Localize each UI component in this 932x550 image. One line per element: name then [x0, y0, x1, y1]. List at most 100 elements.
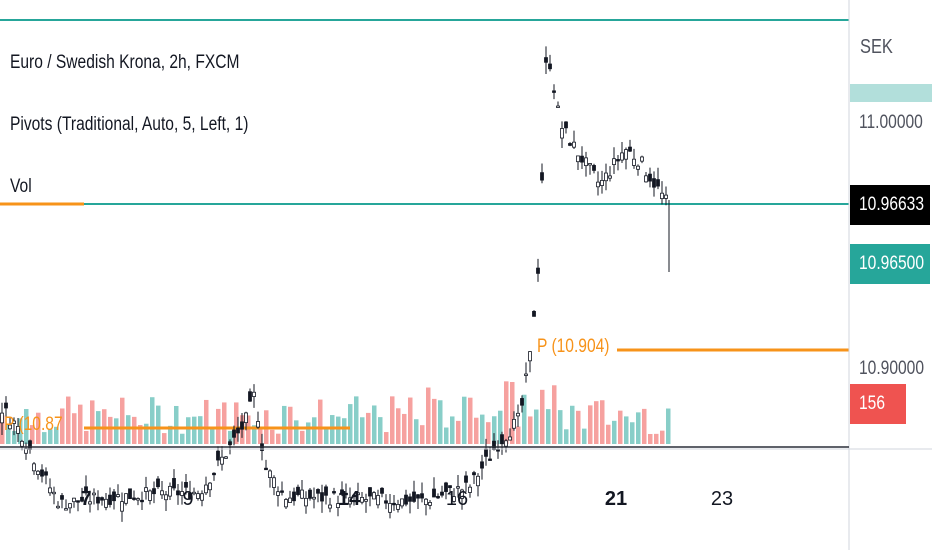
candle	[24, 442, 28, 460]
candle	[244, 411, 248, 431]
candle	[88, 490, 92, 513]
candle	[504, 438, 508, 453]
candle	[32, 462, 36, 475]
candle	[544, 46, 548, 75]
candle	[40, 464, 44, 483]
volume-bar	[408, 397, 413, 444]
volume-bar	[426, 387, 431, 444]
volume-bar	[114, 418, 119, 444]
candle	[396, 499, 400, 513]
volume-bar	[594, 401, 599, 444]
volume-bar	[48, 429, 53, 444]
volume-bar	[174, 405, 179, 444]
volume-bar	[24, 409, 29, 444]
volume-bar	[660, 430, 665, 444]
x-tick-label: 16	[445, 488, 469, 510]
candle	[508, 428, 512, 441]
candle	[404, 489, 408, 507]
candle	[300, 479, 304, 500]
candle	[336, 495, 340, 517]
candle	[572, 130, 576, 150]
volume-bar	[144, 423, 149, 444]
candle	[552, 84, 556, 100]
candle	[184, 474, 188, 495]
candle	[48, 478, 52, 496]
volume-bar	[192, 416, 197, 444]
volume-bar	[486, 422, 491, 444]
candle	[320, 484, 324, 513]
candle	[420, 482, 424, 503]
candle	[68, 503, 72, 514]
candle	[524, 362, 528, 383]
volume-bar	[666, 408, 671, 444]
candle	[112, 488, 116, 510]
candle	[636, 164, 640, 176]
volume-bar	[420, 425, 425, 444]
candle	[588, 163, 592, 175]
volume-bar	[168, 425, 173, 444]
volume-bar	[564, 429, 569, 444]
volume-bar	[468, 397, 473, 444]
pivots-indicator-label[interactable]: Pivots (Traditional, Auto, 5, Left, 1)	[10, 114, 249, 135]
candle	[248, 388, 252, 402]
volume-bar	[504, 381, 509, 444]
volume-bar	[480, 414, 485, 444]
volume-bar	[42, 432, 47, 444]
candle	[448, 485, 452, 496]
candle	[664, 186, 668, 206]
volume-bar	[516, 426, 521, 444]
volume-bar	[378, 417, 383, 444]
candle	[240, 412, 244, 438]
volume-bar	[324, 429, 329, 444]
candles	[0, 46, 670, 522]
volume-bar	[126, 415, 131, 444]
volume-bar	[216, 408, 221, 444]
candle	[236, 416, 240, 442]
candle	[52, 486, 56, 505]
last-price-value: 10.96633	[859, 194, 924, 215]
symbol-title[interactable]: Euro / Swedish Krona, 2h, FXCM	[10, 52, 240, 73]
candle	[608, 166, 612, 182]
candle	[352, 493, 356, 506]
volume-bar	[636, 412, 641, 444]
candle	[340, 481, 344, 497]
x-tick-label: 14	[337, 488, 361, 510]
volume-bar	[306, 422, 311, 444]
volume-bar	[300, 430, 305, 444]
candle	[44, 467, 48, 485]
volume-bar	[198, 416, 203, 444]
candle	[376, 489, 380, 509]
candle	[100, 496, 104, 506]
x-tick-label: 9	[182, 488, 194, 510]
volume-bars	[0, 381, 671, 444]
candle	[480, 454, 484, 480]
volume-bar	[156, 405, 161, 444]
volume-bar	[372, 405, 377, 444]
volume-bar	[414, 419, 419, 444]
candle	[144, 476, 148, 500]
volume-bar	[354, 396, 359, 444]
volume-bar	[360, 417, 365, 444]
candle	[208, 481, 212, 497]
volume-bar	[162, 433, 167, 444]
candle	[304, 491, 308, 514]
candle	[644, 171, 648, 183]
candle	[16, 418, 20, 443]
volume-bar	[462, 396, 467, 444]
candle	[224, 456, 228, 459]
candle	[436, 493, 440, 500]
volume-bar	[138, 425, 143, 444]
last-price-tag: 10.96633	[850, 185, 930, 225]
volume-bar	[108, 416, 113, 444]
volume-bar	[546, 409, 551, 444]
volume-tag: 156	[850, 384, 906, 424]
currency-label[interactable]: SEK	[860, 36, 893, 58]
volume-bar	[330, 415, 335, 444]
volume-bar	[528, 416, 533, 444]
volume-indicator-label[interactable]: Vol	[10, 176, 32, 197]
candle	[164, 490, 168, 512]
volume-bar	[522, 394, 527, 444]
volume-bar	[444, 427, 449, 444]
candle	[648, 167, 652, 188]
